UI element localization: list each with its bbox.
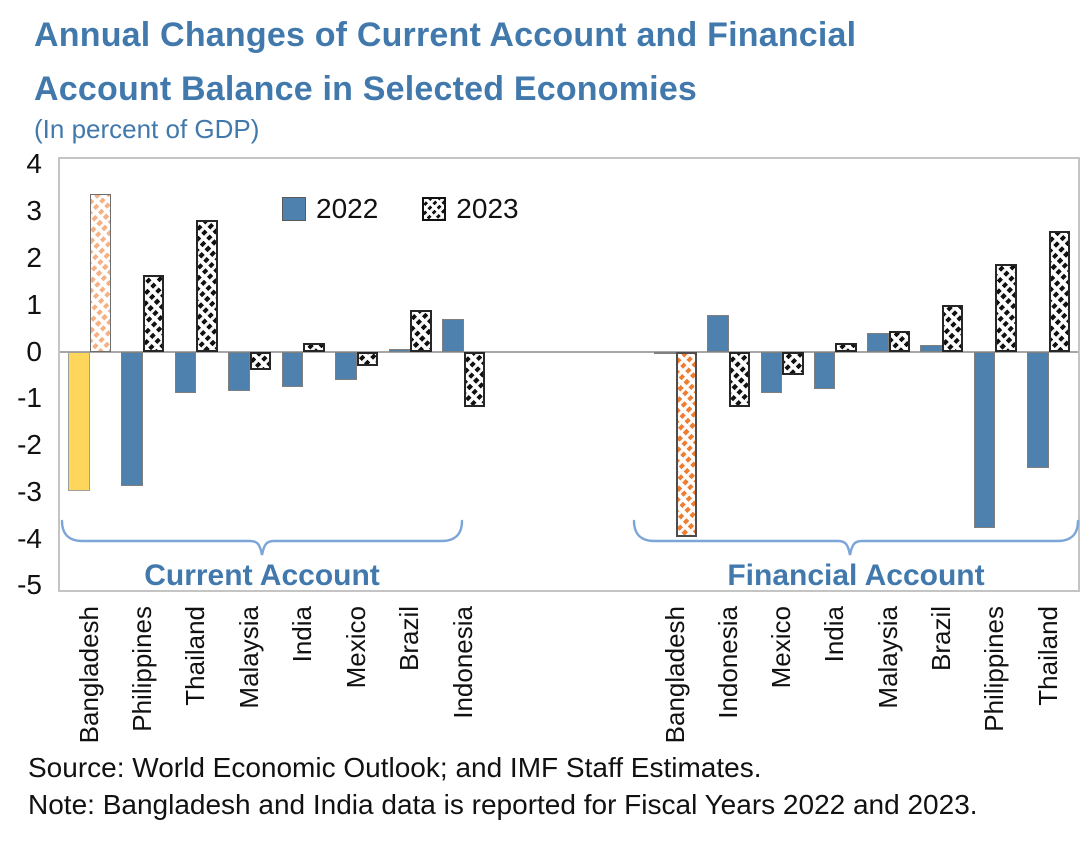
bar-thailand-2023 [196, 219, 218, 352]
x-axis-label: Indonesia [712, 606, 743, 719]
x-axis-label: Brazil [394, 606, 425, 672]
y-axis: 4 3 2 1 0 -1 -2 -3 -4 -5 [0, 149, 46, 600]
bar-indonesia-2023 [728, 351, 751, 408]
bar-bangladesh-2022 [654, 351, 676, 355]
y-axis-label: -1 [17, 382, 42, 414]
y-axis-label: 0 [26, 335, 42, 367]
bar-mexico-2022 [760, 351, 783, 394]
bar-mexico-2023 [782, 351, 804, 375]
bar-bangladesh-2023 [89, 194, 111, 352]
legend: 2022 2023 [282, 193, 519, 225]
legend-item-2023: 2023 [422, 193, 519, 225]
bracket-financial-account-icon [632, 519, 1080, 556]
x-axis-label: Thailand [180, 606, 211, 706]
x-axis-label: Bangladesh [659, 606, 690, 744]
bar-brazil-2022 [920, 344, 942, 352]
bar-philippines-2023 [995, 263, 1017, 352]
note-text: Note: Bangladesh and India data is repor… [28, 789, 978, 820]
x-axis-label: India [287, 606, 318, 663]
x-axis-label: India [819, 606, 850, 663]
bar-thailand-2022 [1027, 351, 1049, 468]
y-axis-label: 1 [26, 288, 42, 320]
x-axis: Bangladesh Philippines Thailand Malaysia Ind… [58, 600, 1080, 770]
bar-india-2023 [835, 342, 857, 352]
bar-indonesia-2022 [707, 314, 729, 352]
y-axis-label: -2 [17, 429, 42, 461]
bar-mexico-2023 [356, 351, 379, 366]
page-title-line2: Account Balance in Selected Economies [34, 70, 698, 108]
chart-frame: 2022 2023 Current Account Financial Acco… [58, 157, 1080, 592]
zero-line [60, 350, 1078, 353]
legend-item-2022: 2022 [282, 193, 378, 225]
legend-label-2022: 2022 [316, 193, 379, 224]
x-axis-label: Philippines [979, 606, 1010, 732]
legend-swatch-2022-icon [282, 197, 306, 221]
x-axis-label: Malaysia [872, 606, 903, 709]
group-label-financial-account: Financial Account [727, 559, 985, 592]
bar-malaysia-2023 [888, 330, 911, 352]
page-title: Annual Changes of Current Account and Fi… [34, 8, 1064, 116]
bar-brazil-2022 [388, 349, 411, 352]
x-axis-label: Thailand [1032, 606, 1063, 706]
bar-thailand-2023 [1048, 231, 1070, 352]
x-axis-label: Philippines [126, 606, 157, 732]
bracket-current-account-icon [60, 519, 464, 556]
bar-brazil-2023 [410, 310, 432, 352]
bar-india-2023 [303, 342, 325, 352]
bar-bangladesh-2023 [675, 351, 697, 538]
bar-india-2022 [813, 351, 836, 389]
bar-malaysia-2023 [249, 351, 272, 371]
bar-philippines-2022 [973, 351, 996, 528]
bar-bangladesh-2022 [68, 351, 90, 491]
page-title-line1: Annual Changes of Current Account and Fi… [34, 16, 857, 54]
legend-label-2023: 2023 [456, 193, 519, 224]
x-axis-label: Brazil [925, 606, 956, 672]
x-axis-label: Malaysia [233, 606, 264, 709]
x-axis-label: Mexico [766, 606, 797, 689]
bar-india-2022 [281, 351, 304, 387]
bar-philippines-2023 [142, 275, 165, 352]
y-axis-label: 4 [26, 148, 42, 180]
x-axis-label: Indonesia [447, 606, 478, 719]
x-axis-label: Mexico [340, 606, 371, 689]
y-axis-label: -3 [17, 475, 42, 507]
bar-mexico-2022 [335, 351, 357, 380]
bar-brazil-2023 [941, 305, 964, 352]
page-subtitle: (In percent of GDP) [34, 114, 260, 144]
y-axis-label: -4 [17, 522, 42, 554]
legend-swatch-2023-icon [422, 197, 447, 221]
plot-area: 2022 2023 Current Account Financial Acco… [60, 159, 1080, 592]
bar-malaysia-2022 [228, 351, 250, 392]
bar-philippines-2022 [121, 351, 143, 487]
bar-indonesia-2022 [442, 319, 464, 352]
group-label-current-account: Current Account [144, 559, 380, 592]
source-text: Source: World Economic Outlook; and IMF … [28, 752, 762, 783]
x-axis-label: Bangladesh [73, 606, 104, 744]
y-axis-label: 3 [26, 195, 42, 227]
bar-malaysia-2022 [867, 333, 889, 352]
bar-thailand-2022 [174, 351, 197, 394]
bar-indonesia-2023 [463, 351, 485, 408]
y-axis-label: -5 [17, 569, 42, 601]
y-axis-label: 2 [26, 242, 42, 274]
